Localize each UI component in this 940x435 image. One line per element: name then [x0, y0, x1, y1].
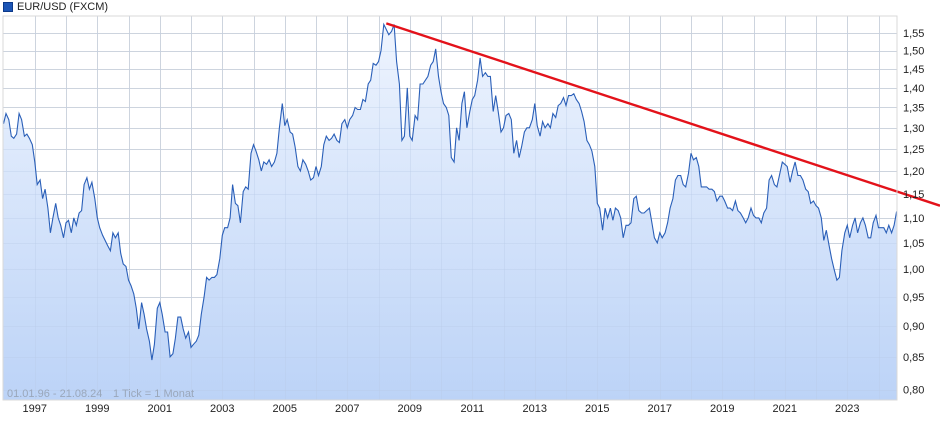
y-tick-label: 0,80: [903, 385, 924, 397]
price-line: [3, 22, 897, 361]
grid-lines-overlay: [3, 16, 897, 400]
plot-border: [2, 15, 898, 401]
y-tick-label: 1,50: [903, 46, 924, 58]
x-tick-label: 2001: [148, 403, 172, 415]
x-axis: 1997 1999 2001 2003 2005 2007 2009 2011 2013 2015…: [23, 403, 860, 415]
x-tick-label: 1997: [23, 403, 47, 415]
y-tick-label: 1,40: [903, 83, 924, 95]
y-tick-label: 0,85: [903, 352, 924, 364]
x-tick-label: 2003: [210, 403, 234, 415]
x-tick-label: 2017: [648, 403, 672, 415]
y-tick-label: 1,10: [903, 213, 924, 225]
y-tick-label: 0,95: [903, 292, 924, 304]
x-tick-label: 2023: [835, 403, 859, 415]
tick-interval-label: 1 Tick = 1 Monat: [113, 388, 194, 400]
y-tick-label: 1,30: [903, 123, 924, 135]
y-tick-label: 1,00: [903, 264, 924, 276]
date-range-label: 01.01.96 - 21.08.24: [7, 388, 102, 400]
trendline: [385, 22, 940, 207]
chart-legend: EUR/USD (FXCM): [3, 0, 108, 14]
x-tick-label: 2009: [398, 403, 422, 415]
y-tick-label: 1,35: [903, 103, 924, 115]
x-tick-label: 1999: [85, 403, 109, 415]
price-area-fill: [3, 24, 897, 400]
y-tick-label: 1,25: [903, 144, 924, 156]
x-tick-label: 2019: [710, 403, 734, 415]
x-tick-label: 2007: [335, 403, 359, 415]
x-tick-label: 2011: [460, 403, 484, 415]
y-tick-label: 0,90: [903, 321, 924, 333]
y-tick-label: 1,05: [903, 238, 924, 250]
x-tick-label: 2013: [523, 403, 547, 415]
legend-swatch-icon: [3, 2, 13, 12]
legend-label: EUR/USD (FXCM): [17, 1, 109, 13]
y-tick-label: 1,20: [903, 166, 924, 178]
y-tick-label: 1,15: [903, 189, 924, 201]
x-tick-label: 2015: [585, 403, 609, 415]
x-tick-label: 2021: [773, 403, 797, 415]
y-tick-label: 1,55: [903, 28, 924, 40]
x-tick-label: 2005: [273, 403, 297, 415]
y-tick-label: 1,45: [903, 64, 924, 76]
y-axis: 1,55 1,50 1,45 1,40 1,35 1,30 1,25 1,20 1,15 1,10…: [903, 28, 924, 397]
